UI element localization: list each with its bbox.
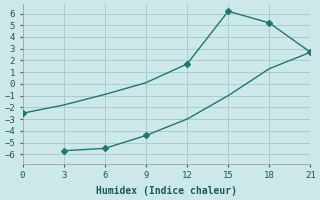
X-axis label: Humidex (Indice chaleur): Humidex (Indice chaleur) [96,186,237,196]
